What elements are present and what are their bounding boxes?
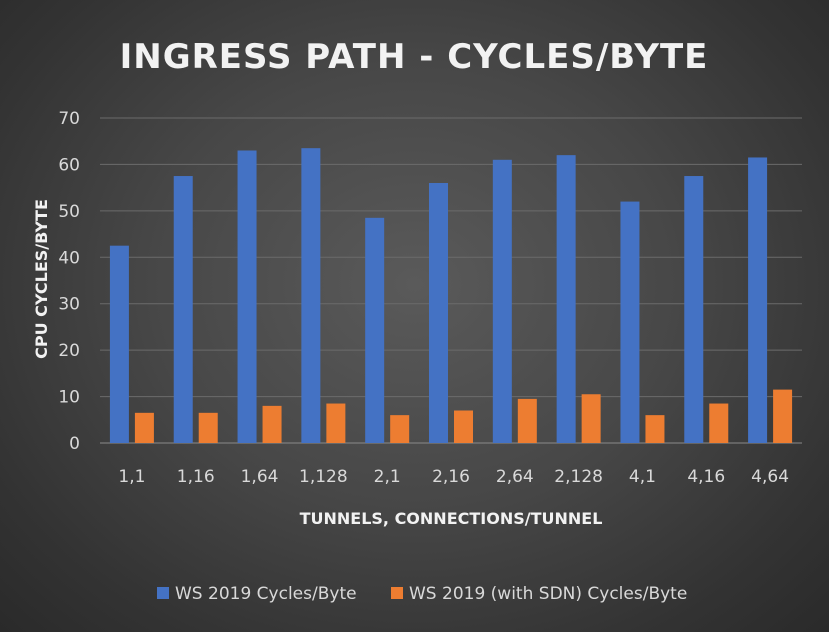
bar-ws2019-sdn	[326, 403, 346, 443]
y-tick-label: 60	[58, 155, 80, 175]
y-tick-label: 30	[58, 295, 80, 315]
bar-ws2019	[237, 150, 257, 443]
chart-title: INGRESS PATH - CYCLES/BYTE	[120, 37, 709, 77]
y-tick-label: 10	[58, 388, 80, 408]
x-tick-label: 2,128	[554, 467, 603, 487]
y-tick-label: 70	[58, 109, 80, 129]
legend-label-ws2019-sdn: WS 2019 (with SDN) Cycles/Byte	[409, 584, 687, 604]
gridlines	[100, 117, 802, 444]
x-tick-label: 2,16	[432, 467, 470, 487]
bar-ws2019	[365, 217, 385, 443]
legend-swatch-ws2019-sdn	[391, 587, 403, 599]
bar-ws2019	[109, 245, 129, 443]
x-tick-label: 4,64	[751, 467, 789, 487]
bars	[109, 148, 793, 444]
y-tick-label: 0	[69, 434, 80, 454]
bar-ws2019-sdn	[454, 410, 473, 443]
bar-ws2019-sdn	[773, 389, 793, 443]
x-tick-label: 4,16	[687, 467, 725, 487]
x-tick-label: 1,16	[177, 467, 215, 487]
bar-ws2019-sdn	[134, 412, 154, 443]
x-tick-label: 4,1	[629, 467, 656, 487]
bar-ws2019	[492, 159, 512, 444]
bar-ws2019	[173, 176, 193, 444]
y-tick-label: 50	[58, 202, 80, 222]
bar-ws2019-sdn	[645, 415, 665, 443]
y-axis-title: CPU CYCLES/BYTE	[32, 199, 51, 359]
bar-ws2019-sdn	[709, 403, 729, 443]
y-tick-label: 40	[58, 248, 80, 268]
y-tick-label: 20	[58, 341, 80, 361]
bar-ws2019	[620, 201, 640, 443]
legend-label-ws2019: WS 2019 Cycles/Byte	[175, 584, 357, 604]
legend-swatch-ws2019	[157, 587, 169, 599]
x-tick-label: 2,64	[496, 467, 534, 487]
x-tick-label: 1,64	[241, 467, 279, 487]
bar-ws2019-sdn	[390, 415, 410, 443]
bar-ws2019-sdn	[517, 398, 537, 443]
x-tick-label: 1,1	[118, 467, 145, 487]
x-axis-title: TUNNELS, CONNECTIONS/TUNNEL	[300, 509, 603, 528]
y-axis-ticks: 0 10 20 30 40 50 60 70	[58, 109, 80, 454]
bar-ws2019	[684, 176, 704, 444]
bar-ws2019	[301, 148, 321, 443]
x-axis-ticks: 1,1 1,16 1,64 1,128 2,1 2,16 2,64 2,128 4,1 4,16 4…	[118, 467, 789, 487]
bar-ws2019-sdn	[581, 394, 601, 443]
bar-ws2019	[429, 183, 448, 443]
bar-ws2019-sdn	[198, 412, 218, 443]
bar-ws2019	[748, 157, 768, 443]
bar-ws2019-sdn	[262, 405, 282, 443]
legend: WS 2019 Cycles/Byte WS 2019 (with SDN) C…	[157, 584, 687, 604]
bar-ws2019	[556, 155, 576, 443]
x-tick-label: 1,128	[299, 467, 348, 487]
x-tick-label: 2,1	[374, 467, 401, 487]
